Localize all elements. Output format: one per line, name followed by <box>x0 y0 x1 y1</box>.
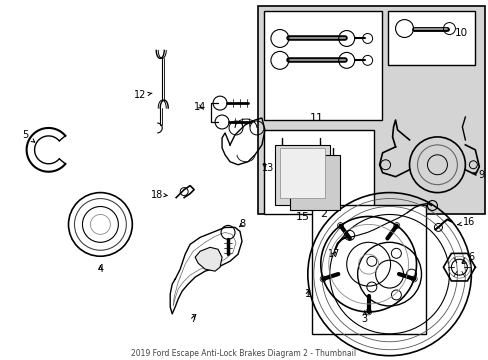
Text: 13: 13 <box>261 163 273 173</box>
Bar <box>289 155 339 210</box>
Text: 17: 17 <box>327 249 339 259</box>
Bar <box>258 6 484 215</box>
Text: 4: 4 <box>97 264 103 274</box>
Bar <box>387 11 474 65</box>
Text: 8: 8 <box>239 220 244 229</box>
Bar <box>264 130 373 215</box>
Text: 10: 10 <box>453 27 467 37</box>
Text: 11: 11 <box>309 113 323 123</box>
Text: 9: 9 <box>472 170 484 180</box>
Text: 1: 1 <box>304 289 310 299</box>
Text: 6: 6 <box>461 252 473 264</box>
Text: 2019 Ford Escape Anti-Lock Brakes Diagram 2 - Thumbnail: 2019 Ford Escape Anti-Lock Brakes Diagra… <box>131 349 356 358</box>
Bar <box>311 204 426 334</box>
Text: 5: 5 <box>22 130 35 142</box>
Text: 12: 12 <box>134 90 152 100</box>
Text: 14: 14 <box>194 102 206 112</box>
Text: 3: 3 <box>361 311 367 324</box>
Text: 15: 15 <box>295 212 309 222</box>
Bar <box>279 148 324 198</box>
Polygon shape <box>195 247 222 271</box>
Bar <box>274 145 329 204</box>
Text: 16: 16 <box>457 217 474 228</box>
Text: 7: 7 <box>190 314 196 324</box>
Bar <box>264 11 381 120</box>
Text: 18: 18 <box>151 190 167 199</box>
Text: 2: 2 <box>319 210 326 220</box>
